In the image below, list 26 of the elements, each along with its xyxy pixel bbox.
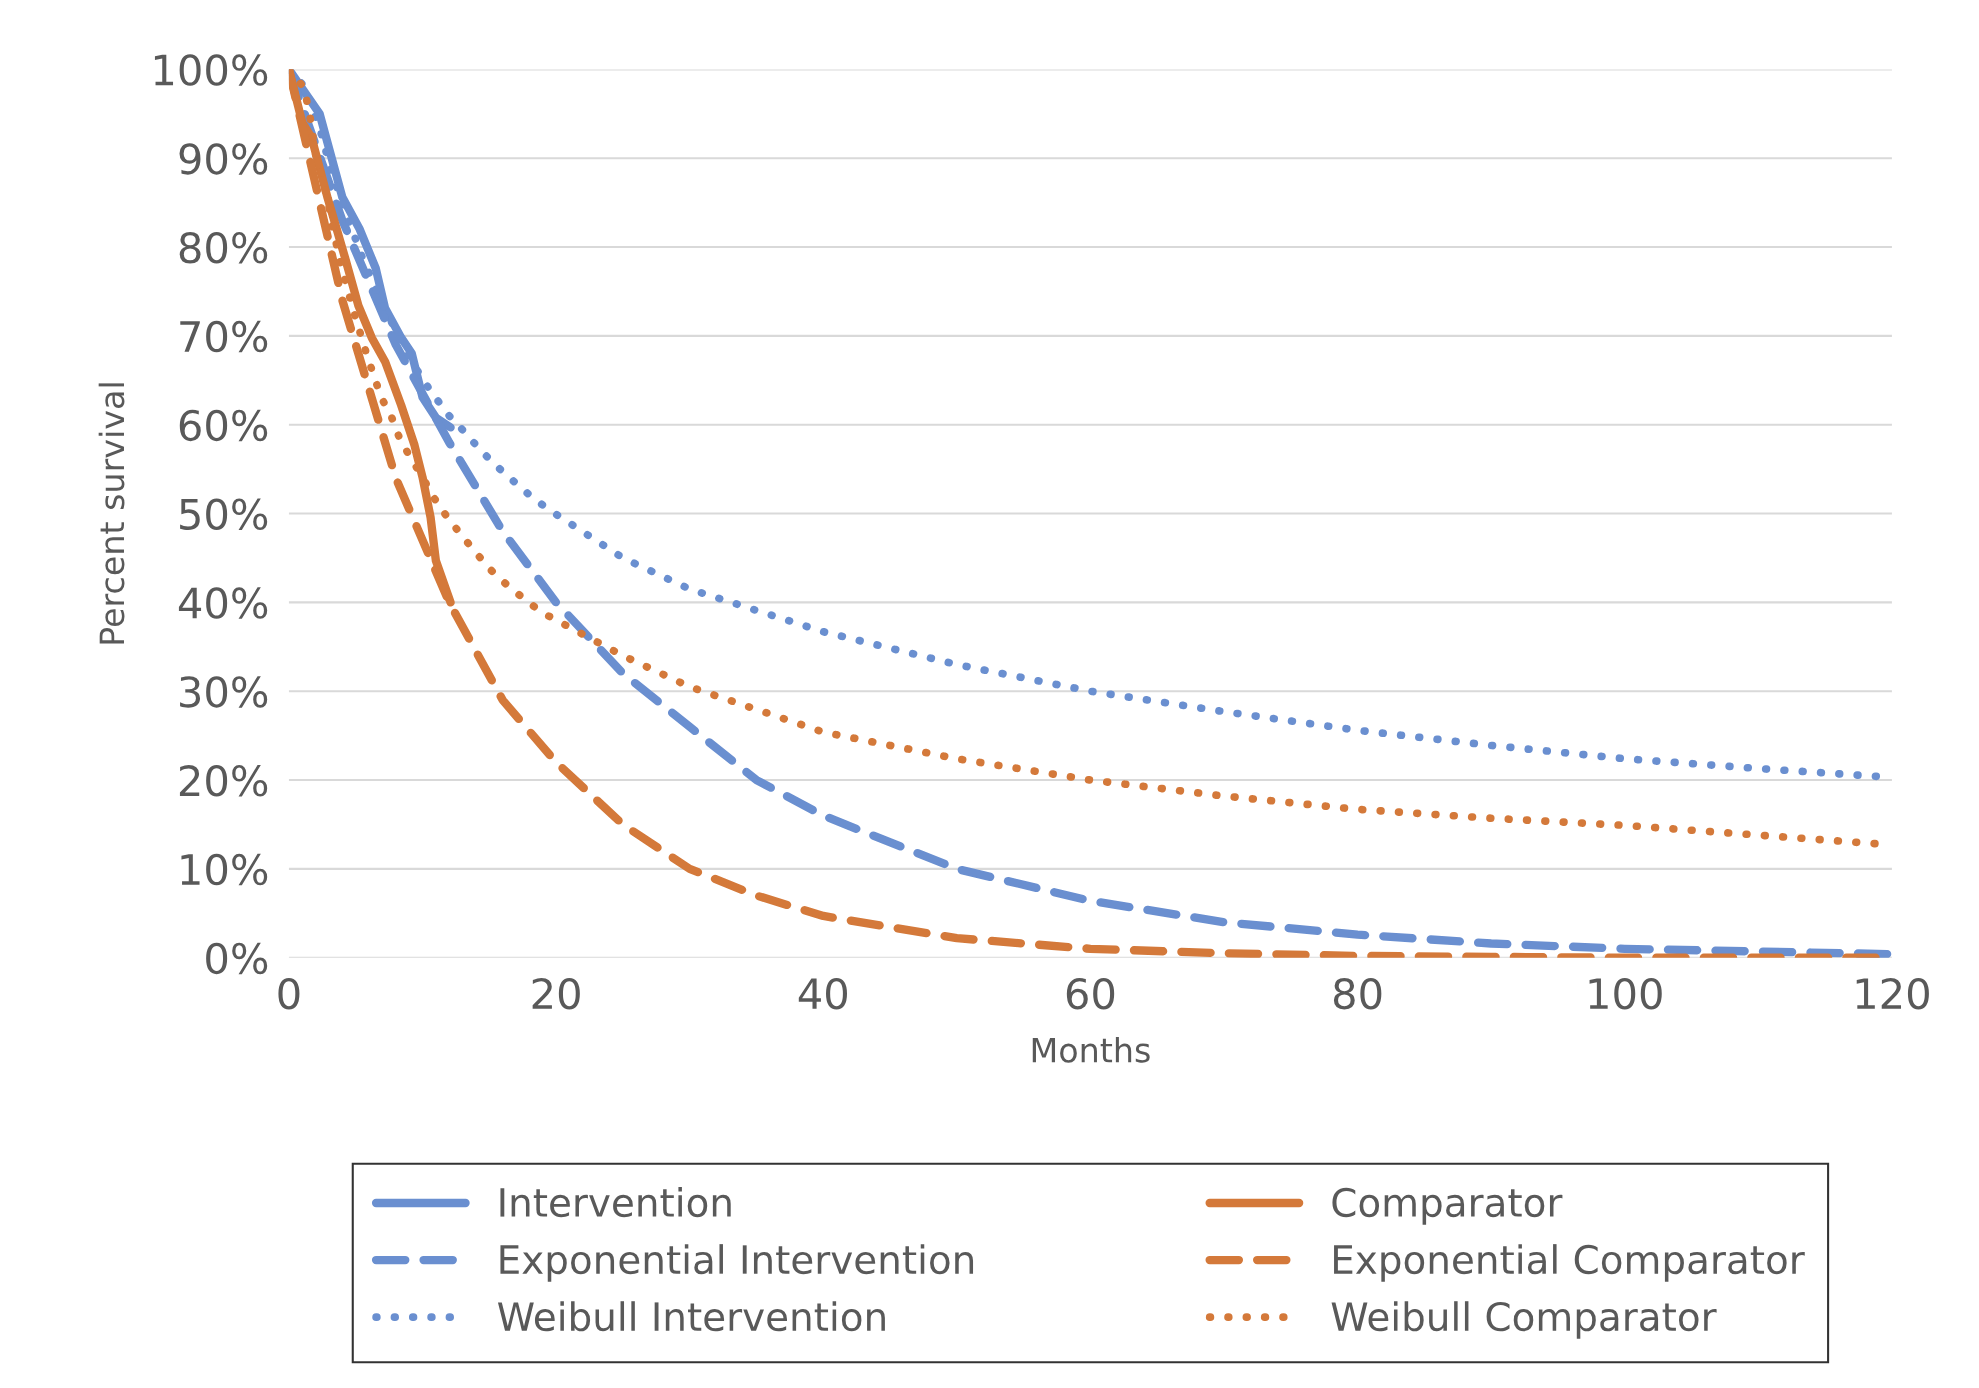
legend-label: Comparator — [1332, 1187, 1563, 1225]
legend-label: Intervention — [500, 1187, 731, 1218]
legend-label: Weibull Comparator — [1331, 1301, 1717, 1339]
x-tick-label: 100 — [1589, 977, 1662, 1010]
x-tick-label: 40 — [798, 977, 848, 1010]
y-tick-label: 80% — [179, 231, 268, 264]
x-tick-label: 60 — [1066, 977, 1115, 1010]
y-tick-label: 0% — [206, 942, 268, 975]
x-tick-label: 20 — [532, 977, 580, 1010]
legend-label: Weibull Intervention — [497, 1301, 885, 1332]
x-axis-title: Months — [1032, 1036, 1150, 1063]
x-tick-label: 120 — [1856, 977, 1929, 1010]
x-tick-label: 80 — [1333, 977, 1382, 1010]
y-tick-label: 60% — [179, 409, 268, 442]
y-axis-title: Percent survival — [98, 383, 125, 644]
y-tick-label: 90% — [179, 143, 268, 175]
x-tick-label: 0 — [278, 977, 300, 1010]
y-tick-label: 30% — [180, 676, 268, 708]
y-tick-label: 50% — [180, 498, 268, 530]
y-tick-label: 70% — [180, 320, 268, 353]
legend-label: Exponential Comparator — [1334, 1244, 1805, 1282]
y-tick-label: 10% — [181, 853, 268, 886]
y-tick-label: 100% — [154, 54, 268, 86]
legend-label: Exponential Intervention — [500, 1244, 974, 1282]
y-tick-label: 40% — [178, 587, 268, 619]
y-tick-label: 20% — [179, 764, 268, 797]
